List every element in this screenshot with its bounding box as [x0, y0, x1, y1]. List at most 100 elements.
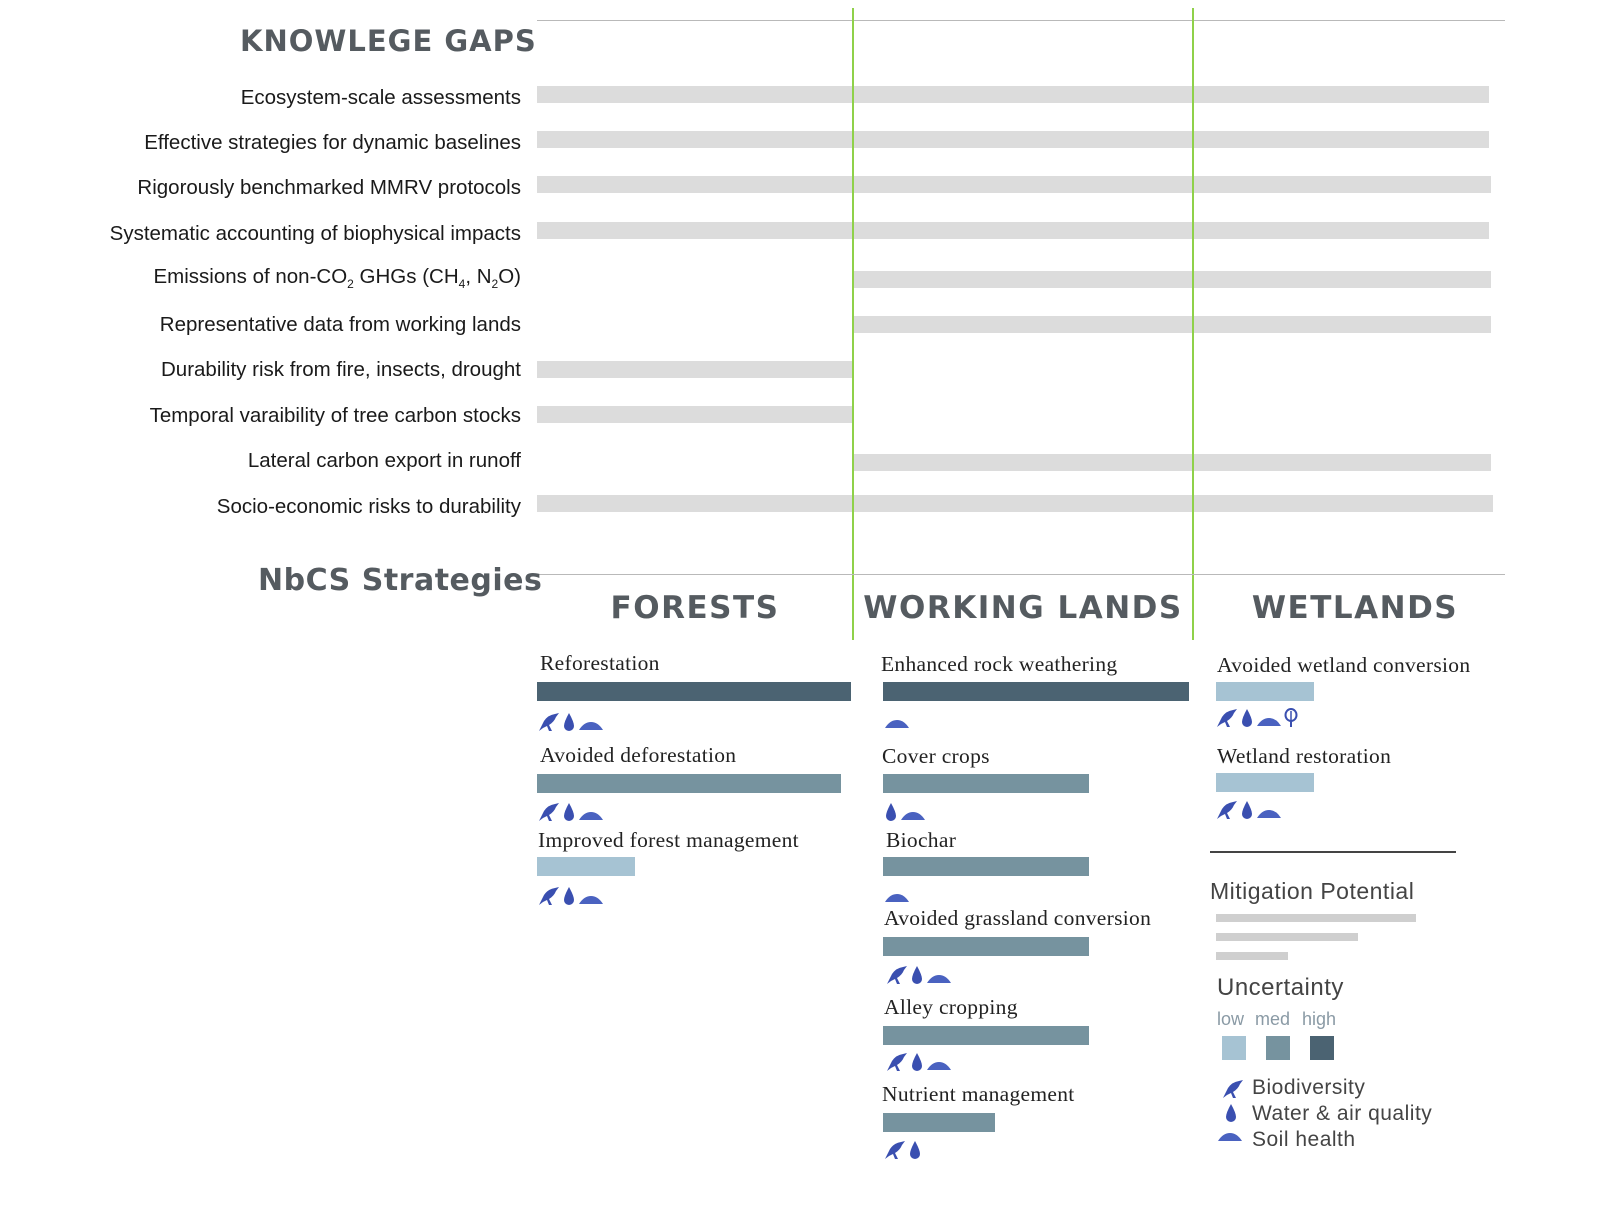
- gap-bar-all: [537, 131, 1489, 148]
- mitigation-bar: [537, 774, 841, 793]
- strategy-label: Avoided deforestation: [540, 743, 737, 767]
- cobenefit-icons: [538, 884, 604, 906]
- water-drop-icon: [1226, 1104, 1236, 1122]
- cobenefit-icons: [1216, 798, 1282, 820]
- strategies-title: NbCS Strategies: [258, 563, 543, 598]
- water-drop-icon: [910, 1141, 920, 1159]
- gap-bar-all: [537, 86, 1489, 103]
- gap-label: Effective strategies for dynamic baselin…: [144, 131, 521, 154]
- gap-label: Socio-economic risks to durability: [216, 495, 521, 518]
- cobenefit-icons: [886, 1050, 952, 1072]
- legend-uncertainty-high-swatch: [1310, 1036, 1334, 1060]
- soil-mound-icon: [885, 894, 909, 902]
- bird-icon: [885, 1141, 905, 1159]
- bird-icon: [1217, 709, 1237, 727]
- bird-icon: [539, 887, 559, 905]
- column-divider: [852, 8, 854, 640]
- gap-bar-forests: [537, 361, 852, 378]
- strategy-label: Biochar: [886, 828, 957, 852]
- cobenefit-icons: [884, 708, 910, 730]
- strategy-label: Alley cropping: [884, 995, 1018, 1019]
- cobenefit-icons: [1216, 706, 1298, 728]
- bird-icon: [1217, 801, 1237, 819]
- bird-icon: [1223, 1080, 1243, 1098]
- bird-icon: [887, 1053, 907, 1071]
- gap-label: Durability risk from fire, insects, drou…: [160, 358, 521, 381]
- mitigation-bar: [537, 682, 851, 701]
- soil-mound-icon: [1257, 718, 1281, 726]
- soil-mound-icon: [579, 812, 603, 820]
- mitigation-bar: [883, 1026, 1089, 1045]
- top-divider: [537, 20, 1505, 21]
- column-title-forests: FORESTS: [610, 590, 780, 626]
- mitigation-bar: [537, 857, 635, 876]
- soil-mound-icon: [927, 975, 951, 983]
- strategy-label: Reforestation: [540, 651, 660, 675]
- gap-bar-all: [537, 222, 1489, 239]
- mitigation-bar: [883, 682, 1189, 701]
- gap-label: Systematic accounting of biophysical imp…: [109, 222, 521, 245]
- gap-bar-all: [537, 495, 1493, 512]
- legend-mitigation-title: Mitigation Potential: [1210, 878, 1415, 904]
- gap-bar-forests: [537, 406, 852, 423]
- soil-mound-icon: [1218, 1133, 1242, 1141]
- mitigation-bar: [1216, 773, 1314, 792]
- legend-uncertainty-med-swatch: [1266, 1036, 1290, 1060]
- strategy-label: Avoided wetland conversion: [1217, 653, 1471, 677]
- balloon-icon: [1284, 708, 1298, 727]
- soil-mound-icon: [1257, 810, 1281, 818]
- legend-biodiversity-label: Biodiversity: [1252, 1076, 1366, 1099]
- soil-mound-icon: [927, 1062, 951, 1070]
- gap-label: Representative data from working lands: [159, 313, 521, 336]
- legend-mitigation-med: [1216, 933, 1358, 941]
- soil-mound-icon: [901, 812, 925, 820]
- legend-uncertainty-low-swatch: [1222, 1036, 1246, 1060]
- water-drop-icon: [564, 803, 574, 821]
- gap-label: Emissions of non-CO2 GHGs (CH4, N2O): [153, 265, 521, 292]
- legend-water-label: Water & air quality: [1252, 1102, 1433, 1125]
- legend-mitigation-low: [1216, 952, 1288, 960]
- water-drop-icon: [564, 713, 574, 731]
- water-drop-icon: [564, 887, 574, 905]
- legend-divider: [1210, 851, 1456, 853]
- cobenefit-icons: [886, 963, 952, 985]
- cobenefit-icons: [884, 1138, 922, 1160]
- bird-icon: [539, 713, 559, 731]
- strategy-label: Improved forest management: [538, 828, 799, 852]
- bird-icon: [887, 966, 907, 984]
- mitigation-bar: [883, 857, 1089, 876]
- gap-bar-working-wetlands: [853, 454, 1491, 471]
- mitigation-bar: [883, 937, 1089, 956]
- legend-uncertainty-low-label: low: [1217, 1009, 1245, 1029]
- legend-mitigation-high: [1216, 914, 1416, 922]
- legend-uncertainty-med-label: med: [1255, 1009, 1291, 1029]
- strategies-divider: [537, 574, 1505, 575]
- strategy-label: Enhanced rock weathering: [881, 652, 1118, 676]
- water-drop-icon: [912, 1053, 922, 1071]
- cobenefit-icons: [538, 800, 604, 822]
- legend-uncertainty-title: Uncertainty: [1217, 974, 1344, 1001]
- gap-label: Rigorously benchmarked MMRV protocols: [137, 176, 521, 199]
- soil-mound-icon: [885, 720, 909, 728]
- column-divider: [1192, 8, 1194, 640]
- mitigation-bar: [1216, 682, 1314, 701]
- water-drop-icon: [1242, 709, 1252, 727]
- strategy-label: Avoided grassland conversion: [884, 906, 1152, 930]
- knowledge-gaps-title: KNOWLEGE GAPS: [240, 24, 537, 58]
- soil-mound-icon: [579, 896, 603, 904]
- mitigation-bar: [883, 1113, 995, 1132]
- water-drop-icon: [912, 966, 922, 984]
- gap-label: Ecosystem-scale assessments: [240, 86, 521, 109]
- gap-bar-working-wetlands: [853, 316, 1491, 333]
- bird-icon: [539, 803, 559, 821]
- gap-bar-all: [537, 176, 1491, 193]
- cobenefit-icons: [884, 882, 910, 904]
- cobenefit-icons: [884, 800, 926, 822]
- mitigation-bar: [883, 774, 1089, 793]
- cobenefit-icons: [538, 710, 604, 732]
- gap-label: Lateral carbon export in runoff: [247, 449, 521, 472]
- gap-label: Temporal varaibility of tree carbon stoc…: [149, 404, 521, 427]
- strategy-label: Nutrient management: [882, 1082, 1075, 1106]
- strategy-label: Cover crops: [882, 744, 990, 768]
- strategy-label: Wetland restoration: [1217, 744, 1392, 768]
